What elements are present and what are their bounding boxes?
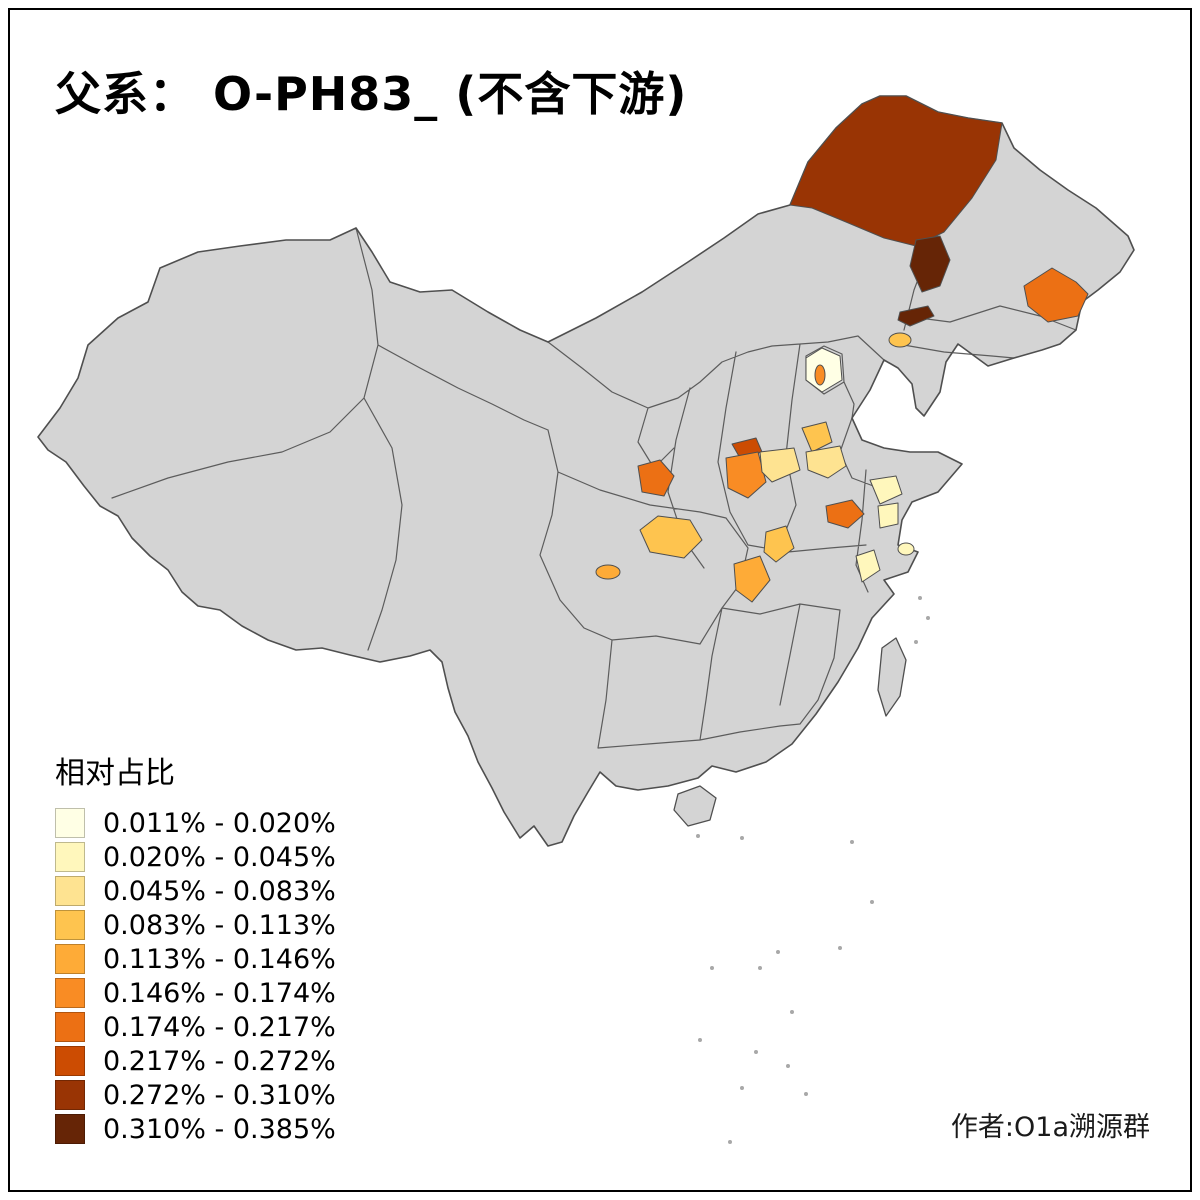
legend-swatch	[55, 876, 85, 906]
highlight-songyuan	[897, 305, 935, 327]
legend-item: 0.113% - 0.146%	[55, 942, 336, 976]
legend-swatch	[55, 1080, 85, 1110]
legend-label: 0.146% - 0.174%	[103, 977, 336, 1009]
highlight-jiangsu-north	[869, 475, 903, 505]
highlight-hebei-north	[801, 421, 833, 453]
legend-swatch	[55, 808, 85, 838]
legend-item: 0.174% - 0.217%	[55, 1010, 336, 1044]
legend-label: 0.310% - 0.385%	[103, 1113, 336, 1145]
highlight-shanxi-south	[725, 451, 767, 499]
legend-item: 0.011% - 0.020%	[55, 806, 336, 840]
legend-swatch	[55, 1046, 85, 1076]
south-china-sea-islets	[696, 596, 930, 1144]
highlight-jilin-small	[888, 332, 912, 348]
highlight-shanxi-east	[759, 447, 801, 483]
legend-item: 0.272% - 0.310%	[55, 1078, 336, 1112]
highlight-anhui	[855, 549, 881, 583]
legend-item: 0.083% - 0.113%	[55, 908, 336, 942]
legend-label: 0.217% - 0.272%	[103, 1045, 336, 1077]
legend: 相对占比 0.011% - 0.020% 0.020% - 0.045% 0.0…	[55, 748, 336, 1146]
highlight-shaanxi	[637, 459, 675, 497]
legend-item: 0.020% - 0.045%	[55, 840, 336, 874]
legend-swatch	[55, 910, 85, 940]
highlight-enshi	[733, 555, 771, 603]
legend-label: 0.045% - 0.083%	[103, 875, 336, 907]
highlight-sichuan-south	[595, 564, 621, 580]
highlight-hubei-west	[763, 525, 795, 563]
legend-swatch	[55, 978, 85, 1008]
legend-swatch	[55, 1012, 85, 1042]
legend-swatch	[55, 1114, 85, 1144]
legend-item: 0.045% - 0.083%	[55, 874, 336, 908]
hainan-island	[673, 785, 717, 827]
highlight-yanbian	[1023, 267, 1089, 323]
legend-swatch	[55, 944, 85, 974]
legend-label: 0.174% - 0.217%	[103, 1011, 336, 1043]
highlight-beijing-district	[814, 364, 826, 386]
taiwan-island	[877, 637, 907, 717]
highlight-henan	[825, 499, 865, 529]
legend-label: 0.083% - 0.113%	[103, 909, 336, 941]
legend-label: 0.011% - 0.020%	[103, 807, 336, 839]
highlight-sichuan	[639, 515, 703, 559]
legend-label: 0.113% - 0.146%	[103, 943, 336, 975]
legend-title: 相对占比	[55, 756, 175, 791]
highlight-heihe	[909, 235, 951, 293]
legend-swatch	[55, 842, 85, 872]
legend-item: 0.310% - 0.385%	[55, 1112, 336, 1146]
highlight-hebei-south	[805, 445, 847, 479]
legend-label: 0.272% - 0.310%	[103, 1079, 336, 1111]
legend-label: 0.020% - 0.045%	[103, 841, 336, 873]
author-credit: 作者:O1a溯源群	[950, 1112, 1150, 1143]
highlight-jiangsu-mid	[877, 502, 899, 529]
page-title: 父系： O-PH83_ (不含下游)	[55, 67, 688, 121]
legend-item: 0.217% - 0.272%	[55, 1044, 336, 1078]
highlight-shanghai	[897, 542, 915, 556]
china-mainland	[37, 95, 1135, 847]
legend-item: 0.146% - 0.174%	[55, 976, 336, 1010]
